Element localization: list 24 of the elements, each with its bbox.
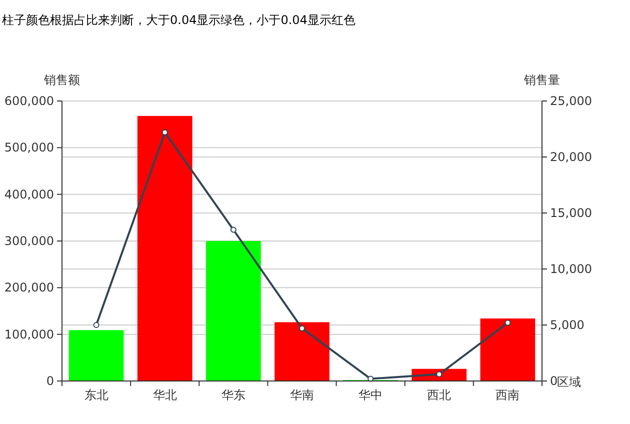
y2-tick-label: 5,000 bbox=[550, 318, 584, 332]
x-tick-label: 华东 bbox=[221, 388, 246, 402]
y-tick-label: 200,000 bbox=[4, 280, 54, 295]
x-tick-label: 华中 bbox=[358, 388, 383, 402]
y-tick-label: 400,000 bbox=[4, 187, 54, 202]
y2-tick-label: 0 bbox=[550, 374, 558, 388]
y-tick-label: 0 bbox=[46, 374, 54, 388]
x-tick-label: 西北 bbox=[427, 388, 452, 402]
y-axis-title: 销售额 bbox=[43, 73, 80, 87]
y2-tick-label: 15,000 bbox=[550, 206, 592, 220]
x-tick-label: 华北 bbox=[152, 388, 177, 402]
y2-tick-label: 20,000 bbox=[550, 150, 592, 164]
y-tick-label: 500,000 bbox=[4, 140, 54, 155]
y2-tick-label: 10,000 bbox=[550, 262, 592, 276]
y2-tick-label: 25,000 bbox=[550, 94, 592, 108]
x-axis-title: 区域 bbox=[557, 375, 581, 389]
y-tick-label: 100,000 bbox=[4, 327, 54, 342]
y-tick-label: 300,000 bbox=[4, 234, 54, 248]
y-tick-label: 600,000 bbox=[4, 94, 54, 108]
y2-axis-title: 销售量 bbox=[523, 73, 560, 87]
x-tick-label: 东北 bbox=[84, 388, 108, 402]
x-tick-label: 华南 bbox=[290, 388, 314, 402]
x-tick-label: 西南 bbox=[496, 388, 520, 402]
chart-title: 柱子颜色根据占比来判断，大于0.04显示绿色，小于0.04显示红色 bbox=[2, 13, 356, 27]
